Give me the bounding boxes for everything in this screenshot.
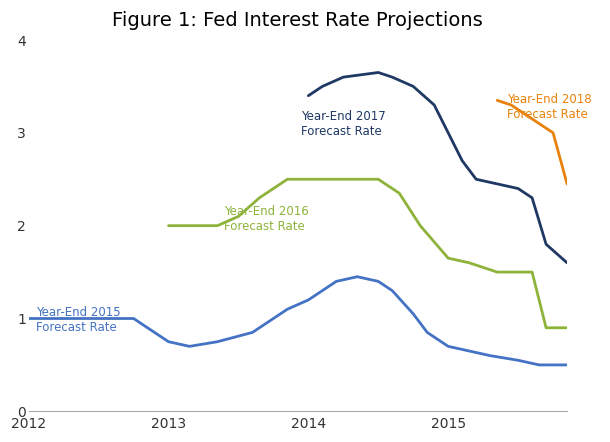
Text: Year-End 2018
Forecast Rate: Year-End 2018 Forecast Rate [507, 93, 592, 121]
Text: Year-End 2016
Forecast Rate: Year-End 2016 Forecast Rate [224, 205, 309, 233]
Text: Year-End 2017
Forecast Rate: Year-End 2017 Forecast Rate [301, 110, 386, 137]
Title: Figure 1: Fed Interest Rate Projections: Figure 1: Fed Interest Rate Projections [112, 11, 483, 30]
Text: Year-End 2015
Forecast Rate: Year-End 2015 Forecast Rate [35, 306, 120, 335]
